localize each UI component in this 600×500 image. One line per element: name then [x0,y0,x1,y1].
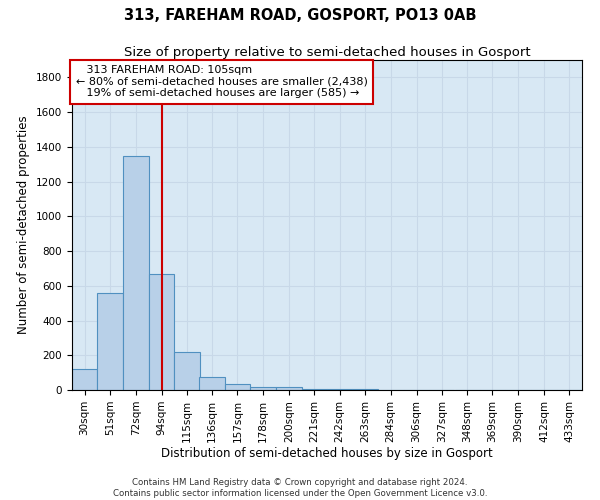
Bar [149,274,174,390]
Bar [97,292,122,390]
Bar [199,377,225,390]
Bar [174,352,199,390]
Title: Size of property relative to semi-detached houses in Gosport: Size of property relative to semi-detach… [124,46,530,59]
Text: 313, FAREHAM ROAD, GOSPORT, PO13 0AB: 313, FAREHAM ROAD, GOSPORT, PO13 0AB [124,8,476,22]
Bar [72,369,97,390]
Bar [277,388,302,390]
Text: Contains HM Land Registry data © Crown copyright and database right 2024.
Contai: Contains HM Land Registry data © Crown c… [113,478,487,498]
Bar [225,384,250,390]
Bar [250,386,277,390]
Bar [302,388,327,390]
Bar [122,156,149,390]
X-axis label: Distribution of semi-detached houses by size in Gosport: Distribution of semi-detached houses by … [161,448,493,460]
Y-axis label: Number of semi-detached properties: Number of semi-detached properties [17,116,31,334]
Text: 313 FAREHAM ROAD: 105sqm
← 80% of semi-detached houses are smaller (2,438)
   19: 313 FAREHAM ROAD: 105sqm ← 80% of semi-d… [76,65,367,98]
